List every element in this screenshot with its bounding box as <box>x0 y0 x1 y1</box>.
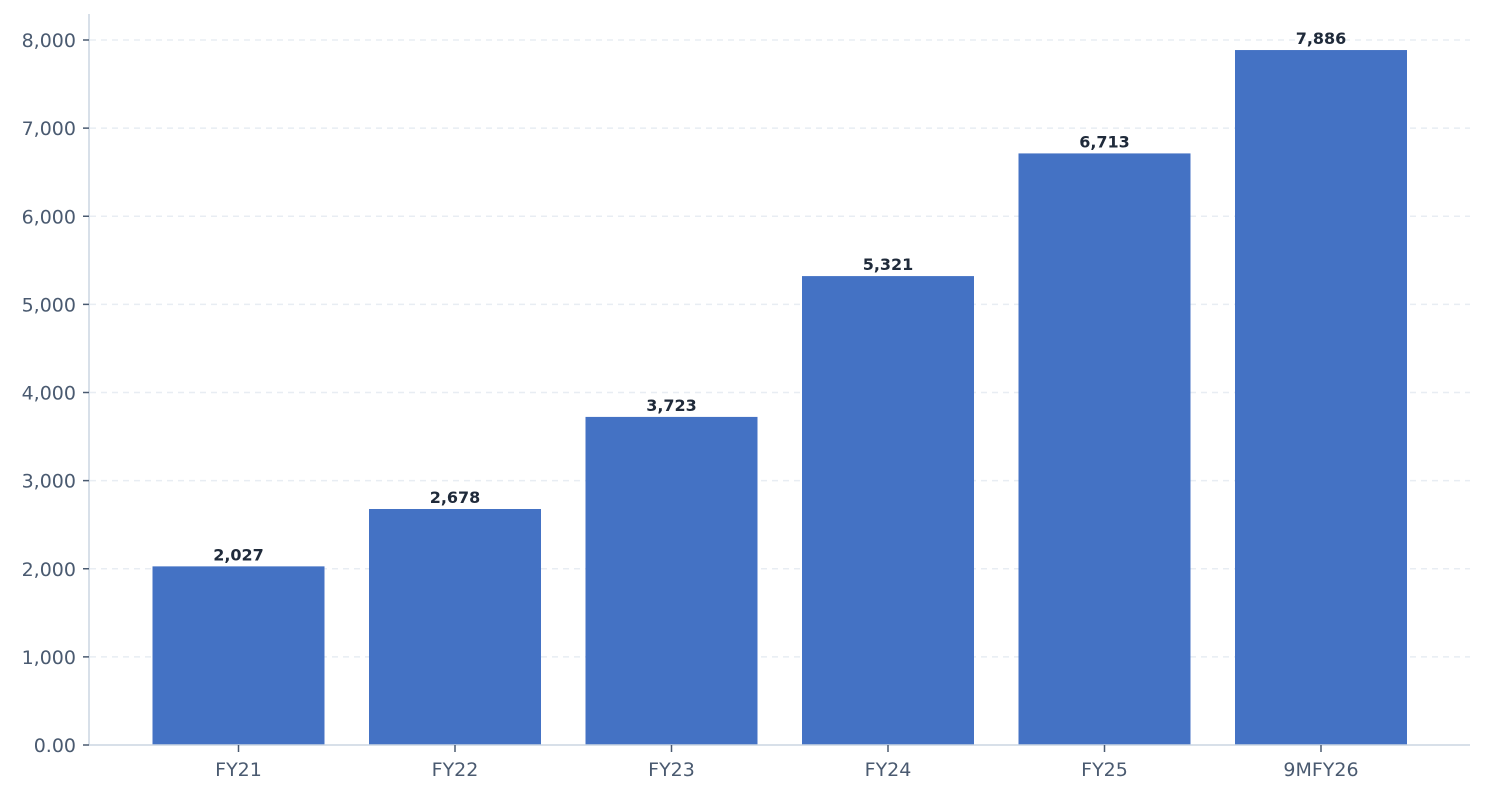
bar-value-label: 6,713 <box>1079 132 1130 151</box>
x-tick-label: FY22 <box>432 759 479 781</box>
y-tick-label: 5,000 <box>22 294 76 316</box>
y-tick-label: 0.00 <box>34 735 76 757</box>
y-tick-label: 2,000 <box>22 559 76 581</box>
bar-value-label: 5,321 <box>863 255 914 274</box>
bar-fy24 <box>802 276 974 745</box>
x-tick-label: FY24 <box>865 759 912 781</box>
bar-value-labels: 2,027 2,678 3,723 5,321 6,713 7,886 <box>213 29 1346 564</box>
y-axis-ticks: 0.00 1,000 2,000 3,000 4,000 5,000 6,000 7,000 8… <box>22 30 89 757</box>
x-tick-label: 9MFY26 <box>1283 759 1358 781</box>
bar-fy21 <box>152 566 325 745</box>
y-tick-label: 6,000 <box>22 206 76 228</box>
x-tick-label: FY21 <box>215 759 262 781</box>
y-tick-label: 4,000 <box>22 383 76 405</box>
bar-fy23 <box>585 416 758 745</box>
x-tick-label: FY25 <box>1081 759 1128 781</box>
bar-fy25 <box>1018 153 1191 745</box>
axes <box>88 14 1470 746</box>
bar-value-label: 2,678 <box>430 488 481 507</box>
bar-fy22 <box>369 509 541 745</box>
y-tick-label: 8,000 <box>22 30 76 52</box>
bars <box>152 50 1407 745</box>
y-tick-label: 7,000 <box>22 118 76 140</box>
bar-value-label: 2,027 <box>213 545 264 564</box>
x-tick-label: FY23 <box>648 759 695 781</box>
bar-value-label: 3,723 <box>646 396 697 415</box>
y-tick-label: 3,000 <box>22 471 76 493</box>
bar-9mfy26 <box>1235 50 1407 745</box>
bar-value-label: 7,886 <box>1296 29 1347 48</box>
x-axis-ticks: FY21 FY22 FY23 FY24 FY25 9MFY26 <box>215 745 1359 781</box>
y-tick-label: 1,000 <box>22 647 76 669</box>
